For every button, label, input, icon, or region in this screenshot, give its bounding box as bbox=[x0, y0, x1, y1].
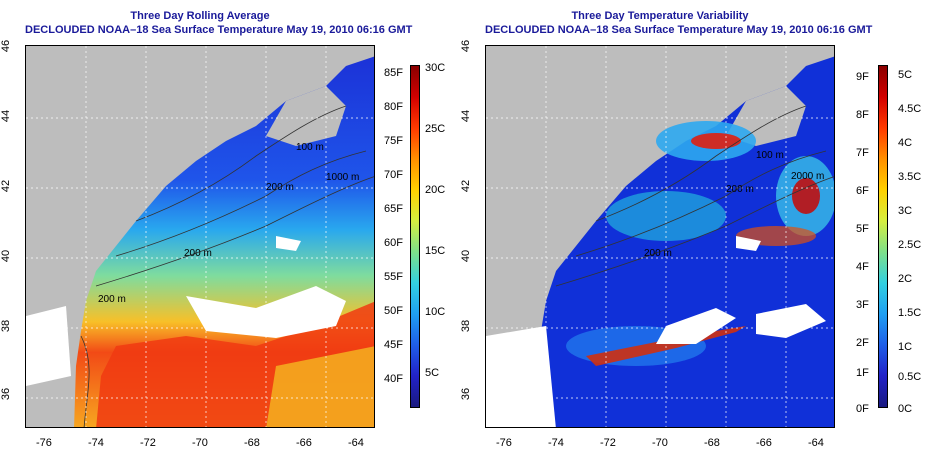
warm-slope-water bbox=[266, 346, 374, 427]
cloud-patch bbox=[276, 236, 301, 251]
right-cb-c: 5C bbox=[898, 69, 913, 81]
right-cb-c: 0.5C bbox=[898, 371, 922, 383]
cloud-patch bbox=[26, 306, 71, 386]
graticule bbox=[26, 46, 374, 427]
right-contour-label: 200 m bbox=[644, 248, 672, 259]
right-contour-label: 2000 m bbox=[791, 171, 825, 182]
right-cb-f: 7F bbox=[856, 147, 869, 159]
left-cb-f: 75F bbox=[384, 135, 403, 147]
left-contour-label: 100 m bbox=[296, 142, 324, 153]
left-contour-label: 1000 m bbox=[326, 172, 360, 183]
cloud-patch bbox=[656, 308, 736, 344]
right-contour-label: 100 m bbox=[756, 150, 784, 161]
right-cb-c: 1C bbox=[898, 341, 913, 353]
right-cb-f: 9F bbox=[856, 71, 869, 83]
right-y-tick: 44 bbox=[460, 109, 473, 123]
left-sst-map: 100 m 200 m 1000 m 200 m 200 m bbox=[25, 45, 375, 428]
left-cb-f: 70F bbox=[384, 169, 403, 181]
variability-patches bbox=[566, 121, 834, 366]
right-cb-c: 0C bbox=[898, 403, 913, 415]
right-x-tick: -64 bbox=[808, 437, 824, 449]
left-cb-c: 15C bbox=[425, 245, 446, 257]
left-cb-c: 10C bbox=[425, 306, 446, 318]
right-cb-c: 1.5C bbox=[898, 307, 922, 319]
cloud-patch bbox=[756, 304, 826, 338]
graticule bbox=[486, 46, 834, 427]
right-x-tick: -68 bbox=[704, 437, 720, 449]
right-variability-map: 100 m 200 m 2000 m 200 m bbox=[485, 45, 835, 428]
left-x-tick: -64 bbox=[348, 437, 364, 449]
left-x-tick: -72 bbox=[140, 437, 156, 449]
right-y-tick: 38 bbox=[460, 319, 473, 333]
left-y-tick: 36 bbox=[0, 387, 13, 401]
right-y-tick: 42 bbox=[460, 179, 473, 193]
right-map-svg bbox=[486, 46, 834, 427]
left-cb-c: 25C bbox=[425, 123, 446, 135]
left-y-tick: 46 bbox=[0, 39, 13, 53]
left-map-svg bbox=[26, 46, 374, 427]
right-cb-f: 0F bbox=[856, 403, 869, 415]
right-cb-f: 2F bbox=[856, 337, 869, 349]
right-cb-f: 6F bbox=[856, 185, 869, 197]
left-cb-f: 80F bbox=[384, 101, 403, 113]
right-x-tick: -74 bbox=[548, 437, 564, 449]
left-y-tick: 38 bbox=[0, 319, 13, 333]
land-mass bbox=[486, 46, 834, 427]
right-cb-c: 2C bbox=[898, 273, 913, 285]
right-y-tick: 46 bbox=[460, 39, 473, 53]
cloud-patch bbox=[486, 326, 556, 427]
right-x-tick: -76 bbox=[496, 437, 512, 449]
right-cb-c: 4C bbox=[898, 137, 913, 149]
right-y-tick: 40 bbox=[460, 249, 473, 263]
left-y-tick: 42 bbox=[0, 179, 13, 193]
cloud-patch bbox=[736, 236, 761, 251]
left-cb-f: 65F bbox=[384, 203, 403, 215]
left-y-tick: 40 bbox=[0, 249, 13, 263]
left-cb-f: 55F bbox=[384, 271, 403, 283]
left-cb-c: 30C bbox=[425, 62, 446, 74]
left-title: Three Day Rolling Average bbox=[130, 10, 270, 22]
left-x-tick: -70 bbox=[192, 437, 208, 449]
left-colorbar bbox=[410, 65, 420, 408]
right-x-tick: -72 bbox=[600, 437, 616, 449]
left-cb-f: 45F bbox=[384, 339, 403, 351]
right-cb-f: 3F bbox=[856, 299, 869, 311]
left-cb-f: 85F bbox=[384, 67, 403, 79]
right-cb-c: 4.5C bbox=[898, 103, 922, 115]
left-contour-label: 200 m bbox=[184, 248, 212, 259]
left-cb-f: 60F bbox=[384, 237, 403, 249]
left-x-tick: -74 bbox=[88, 437, 104, 449]
right-cb-f: 1F bbox=[856, 367, 869, 379]
left-cb-c: 5C bbox=[425, 367, 440, 379]
left-cb-c: 20C bbox=[425, 184, 446, 196]
left-contour-label: 200 m bbox=[266, 182, 294, 193]
right-cb-f: 8F bbox=[856, 109, 869, 121]
left-subtitle: DECLOUDED NOAA–18 Sea Surface Temperatur… bbox=[25, 24, 413, 36]
right-cb-f: 5F bbox=[856, 223, 869, 235]
left-x-tick: -76 bbox=[36, 437, 52, 449]
left-cb-f: 50F bbox=[384, 305, 403, 317]
left-y-tick: 44 bbox=[0, 109, 13, 123]
left-x-tick: -66 bbox=[296, 437, 312, 449]
right-x-tick: -70 bbox=[652, 437, 668, 449]
right-colorbar bbox=[878, 65, 888, 408]
right-cb-f: 4F bbox=[856, 261, 869, 273]
right-subtitle: DECLOUDED NOAA–18 Sea Surface Temperatur… bbox=[485, 24, 873, 36]
left-cb-f: 40F bbox=[384, 373, 403, 385]
right-contour-label: 200 m bbox=[726, 184, 754, 195]
left-contour-label: 200 m bbox=[98, 294, 126, 305]
right-y-tick: 36 bbox=[460, 387, 473, 401]
right-title: Three Day Temperature Variability bbox=[571, 10, 749, 22]
right-cb-c: 2.5C bbox=[898, 239, 922, 251]
contour-shelf bbox=[80, 335, 90, 427]
right-x-tick: -66 bbox=[756, 437, 772, 449]
right-cb-c: 3C bbox=[898, 205, 913, 217]
land-mass bbox=[26, 46, 374, 427]
left-x-tick: -68 bbox=[244, 437, 260, 449]
right-cb-c: 3.5C bbox=[898, 171, 922, 183]
